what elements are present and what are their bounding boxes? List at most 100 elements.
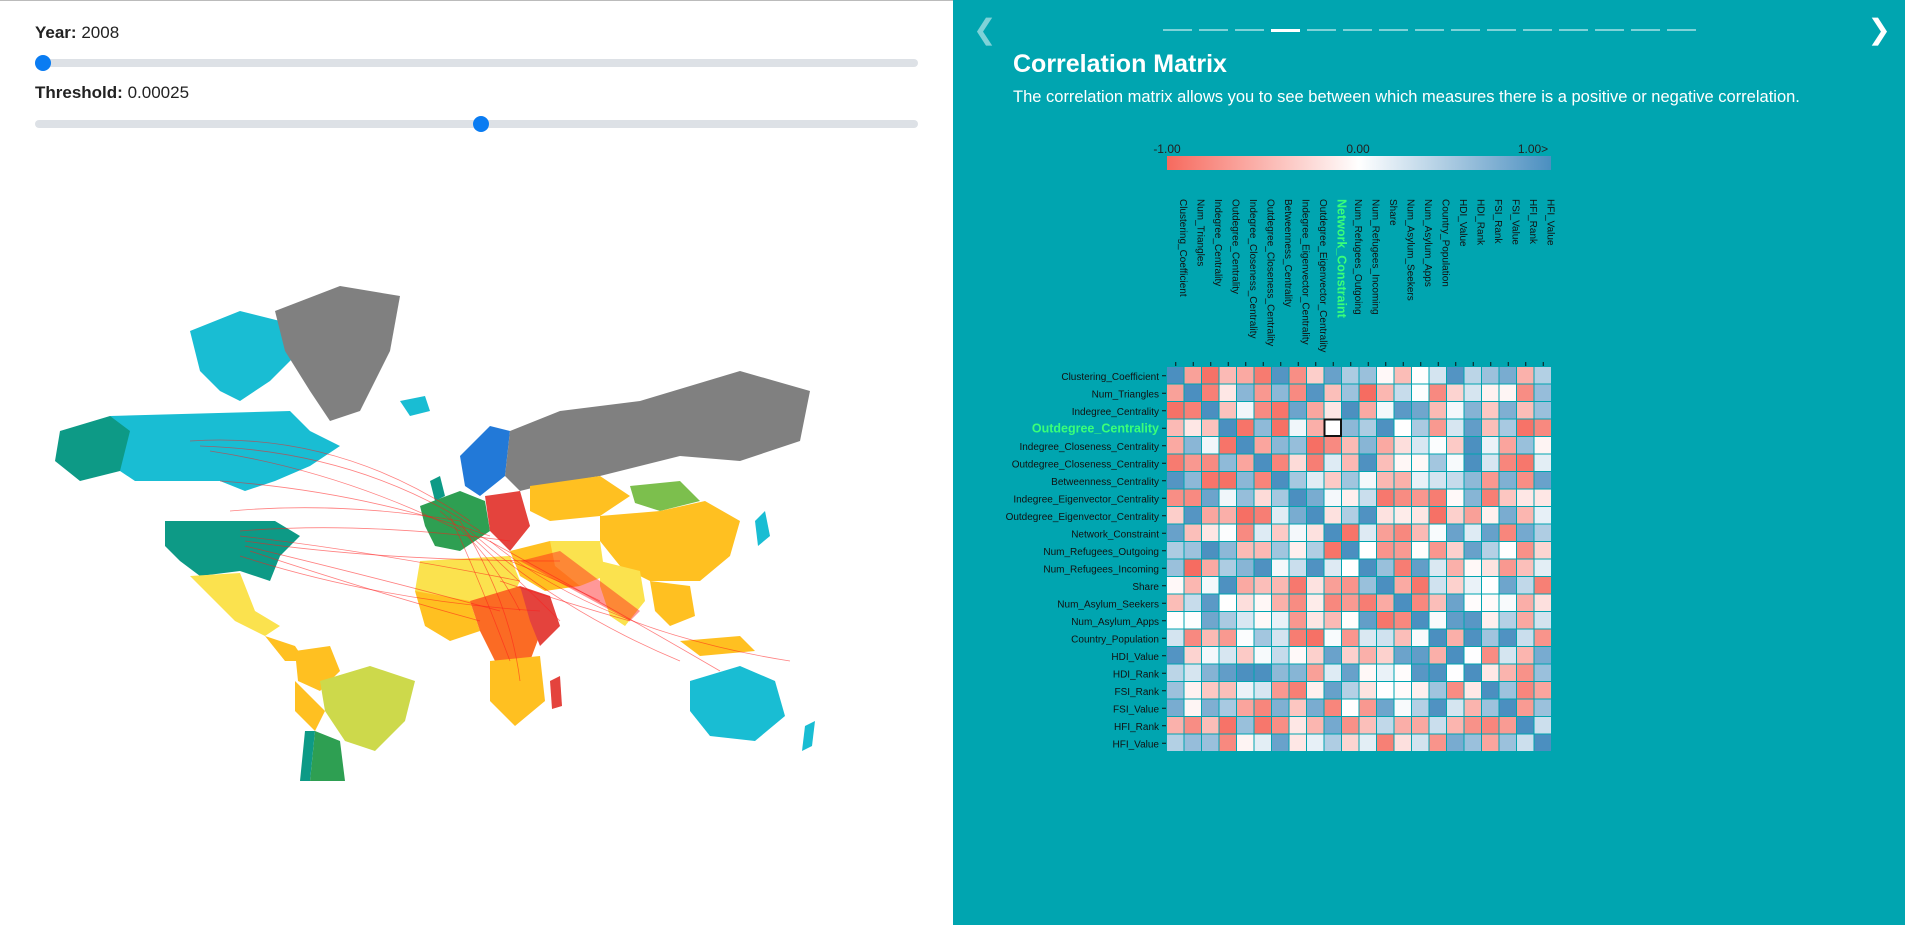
year-slider-thumb[interactable] xyxy=(35,55,51,71)
chevron-right-icon[interactable]: ❯ xyxy=(1867,14,1891,45)
row-label[interactable]: Country_Population xyxy=(1071,634,1159,645)
step-dot[interactable] xyxy=(1271,29,1300,32)
matrix-cell[interactable] xyxy=(1324,489,1342,507)
matrix-cell[interactable] xyxy=(1254,577,1272,594)
matrix-cell[interactable] xyxy=(1254,717,1272,734)
matrix-cell[interactable] xyxy=(1272,717,1289,734)
matrix-cell[interactable] xyxy=(1254,629,1272,647)
matrix-cell[interactable] xyxy=(1254,454,1272,472)
matrix-cell[interactable] xyxy=(1534,664,1552,682)
matrix-cell[interactable] xyxy=(1307,612,1324,629)
matrix-cell[interactable] xyxy=(1184,629,1202,647)
matrix-cell[interactable] xyxy=(1499,489,1517,507)
matrix-cell[interactable] xyxy=(1289,419,1307,437)
matrix-cell[interactable] xyxy=(1184,454,1202,472)
matrix-cell[interactable] xyxy=(1289,629,1307,647)
matrix-cell[interactable] xyxy=(1289,367,1307,384)
matrix-cell[interactable] xyxy=(1482,647,1499,664)
column-label[interactable]: Indegree_Eigenvector_Centrality xyxy=(1299,199,1310,345)
matrix-cell[interactable] xyxy=(1429,402,1447,419)
step-dot[interactable] xyxy=(1343,29,1372,31)
matrix-cell[interactable] xyxy=(1254,594,1272,612)
matrix-cell[interactable] xyxy=(1342,612,1359,629)
matrix-cell[interactable] xyxy=(1254,419,1272,437)
matrix-cell[interactable] xyxy=(1254,507,1272,524)
column-label[interactable]: HDI_Value xyxy=(1457,199,1468,247)
column-label[interactable]: Outdegree_Centrality xyxy=(1229,199,1240,294)
matrix-cell[interactable] xyxy=(1412,507,1429,524)
matrix-cell[interactable] xyxy=(1499,699,1517,717)
matrix-cell[interactable] xyxy=(1394,682,1412,699)
column-label[interactable]: Num_Refugees_Incoming xyxy=(1369,199,1380,315)
column-label[interactable]: Clustering_Coefficient xyxy=(1177,199,1188,297)
matrix-cell[interactable] xyxy=(1499,629,1517,647)
matrix-cell[interactable] xyxy=(1324,682,1342,699)
matrix-cell[interactable] xyxy=(1482,612,1499,629)
matrix-cell[interactable] xyxy=(1429,629,1447,647)
matrix-cell[interactable] xyxy=(1272,577,1289,594)
matrix-cell[interactable] xyxy=(1517,699,1534,717)
matrix-cell[interactable] xyxy=(1412,402,1429,419)
matrix-cell[interactable] xyxy=(1307,524,1324,542)
matrix-cell[interactable] xyxy=(1517,507,1534,524)
column-label[interactable]: Indegree_Closeness_Centrality xyxy=(1247,199,1258,339)
matrix-cell[interactable] xyxy=(1359,577,1377,594)
matrix-cell[interactable] xyxy=(1534,489,1552,507)
matrix-cell[interactable] xyxy=(1184,577,1202,594)
matrix-cell[interactable] xyxy=(1394,559,1412,577)
step-dot[interactable] xyxy=(1559,29,1588,31)
matrix-cell[interactable] xyxy=(1289,489,1307,507)
matrix-cell[interactable] xyxy=(1219,717,1237,734)
matrix-cell[interactable] xyxy=(1429,647,1447,664)
matrix-cell[interactable] xyxy=(1447,384,1464,402)
matrix-cell[interactable] xyxy=(1219,489,1237,507)
matrix-cell[interactable] xyxy=(1464,472,1482,489)
matrix-cell[interactable] xyxy=(1272,524,1289,542)
matrix-cell[interactable] xyxy=(1254,524,1272,542)
matrix-cell[interactable] xyxy=(1412,542,1429,559)
row-label[interactable]: Num_Refugees_Incoming xyxy=(1043,564,1159,575)
country-japan[interactable] xyxy=(755,511,770,546)
matrix-cell[interactable] xyxy=(1289,647,1307,664)
matrix-cell[interactable] xyxy=(1482,489,1499,507)
matrix-cell[interactable] xyxy=(1394,367,1412,384)
matrix-cell[interactable] xyxy=(1342,524,1359,542)
matrix-cell[interactable] xyxy=(1167,384,1184,402)
matrix-cell[interactable] xyxy=(1517,559,1534,577)
matrix-cell[interactable] xyxy=(1499,717,1517,734)
matrix-cell[interactable] xyxy=(1447,717,1464,734)
matrix-cell[interactable] xyxy=(1237,384,1254,402)
matrix-cell[interactable] xyxy=(1202,489,1219,507)
matrix-cell[interactable] xyxy=(1412,367,1429,384)
matrix-cell[interactable] xyxy=(1394,507,1412,524)
matrix-cell[interactable] xyxy=(1447,524,1464,542)
matrix-cell[interactable] xyxy=(1237,559,1254,577)
matrix-cell[interactable] xyxy=(1447,664,1464,682)
matrix-cell[interactable] xyxy=(1289,734,1307,752)
matrix-cell[interactable] xyxy=(1499,472,1517,489)
matrix-cell[interactable] xyxy=(1517,682,1534,699)
matrix-cell[interactable] xyxy=(1359,664,1377,682)
matrix-cell[interactable] xyxy=(1394,419,1412,437)
matrix-cell[interactable] xyxy=(1202,699,1219,717)
matrix-cell[interactable] xyxy=(1307,542,1324,559)
matrix-cell[interactable] xyxy=(1237,507,1254,524)
matrix-cell[interactable] xyxy=(1499,402,1517,419)
matrix-cell[interactable] xyxy=(1307,647,1324,664)
matrix-cell[interactable] xyxy=(1377,682,1394,699)
matrix-cell[interactable] xyxy=(1429,454,1447,472)
matrix-cell[interactable] xyxy=(1167,577,1184,594)
matrix-cell[interactable] xyxy=(1359,472,1377,489)
matrix-cell[interactable] xyxy=(1202,717,1219,734)
step-dot[interactable] xyxy=(1415,29,1444,31)
matrix-cell[interactable] xyxy=(1254,734,1272,752)
matrix-cell[interactable] xyxy=(1219,594,1237,612)
matrix-cell[interactable] xyxy=(1167,489,1184,507)
matrix-cell[interactable] xyxy=(1499,542,1517,559)
column-label[interactable]: HDI_Rank xyxy=(1474,199,1485,246)
matrix-cell[interactable] xyxy=(1377,454,1394,472)
matrix-cell[interactable] xyxy=(1429,419,1447,437)
column-label[interactable]: Share xyxy=(1387,199,1398,226)
matrix-cell[interactable] xyxy=(1482,734,1499,752)
matrix-cell[interactable] xyxy=(1377,664,1394,682)
